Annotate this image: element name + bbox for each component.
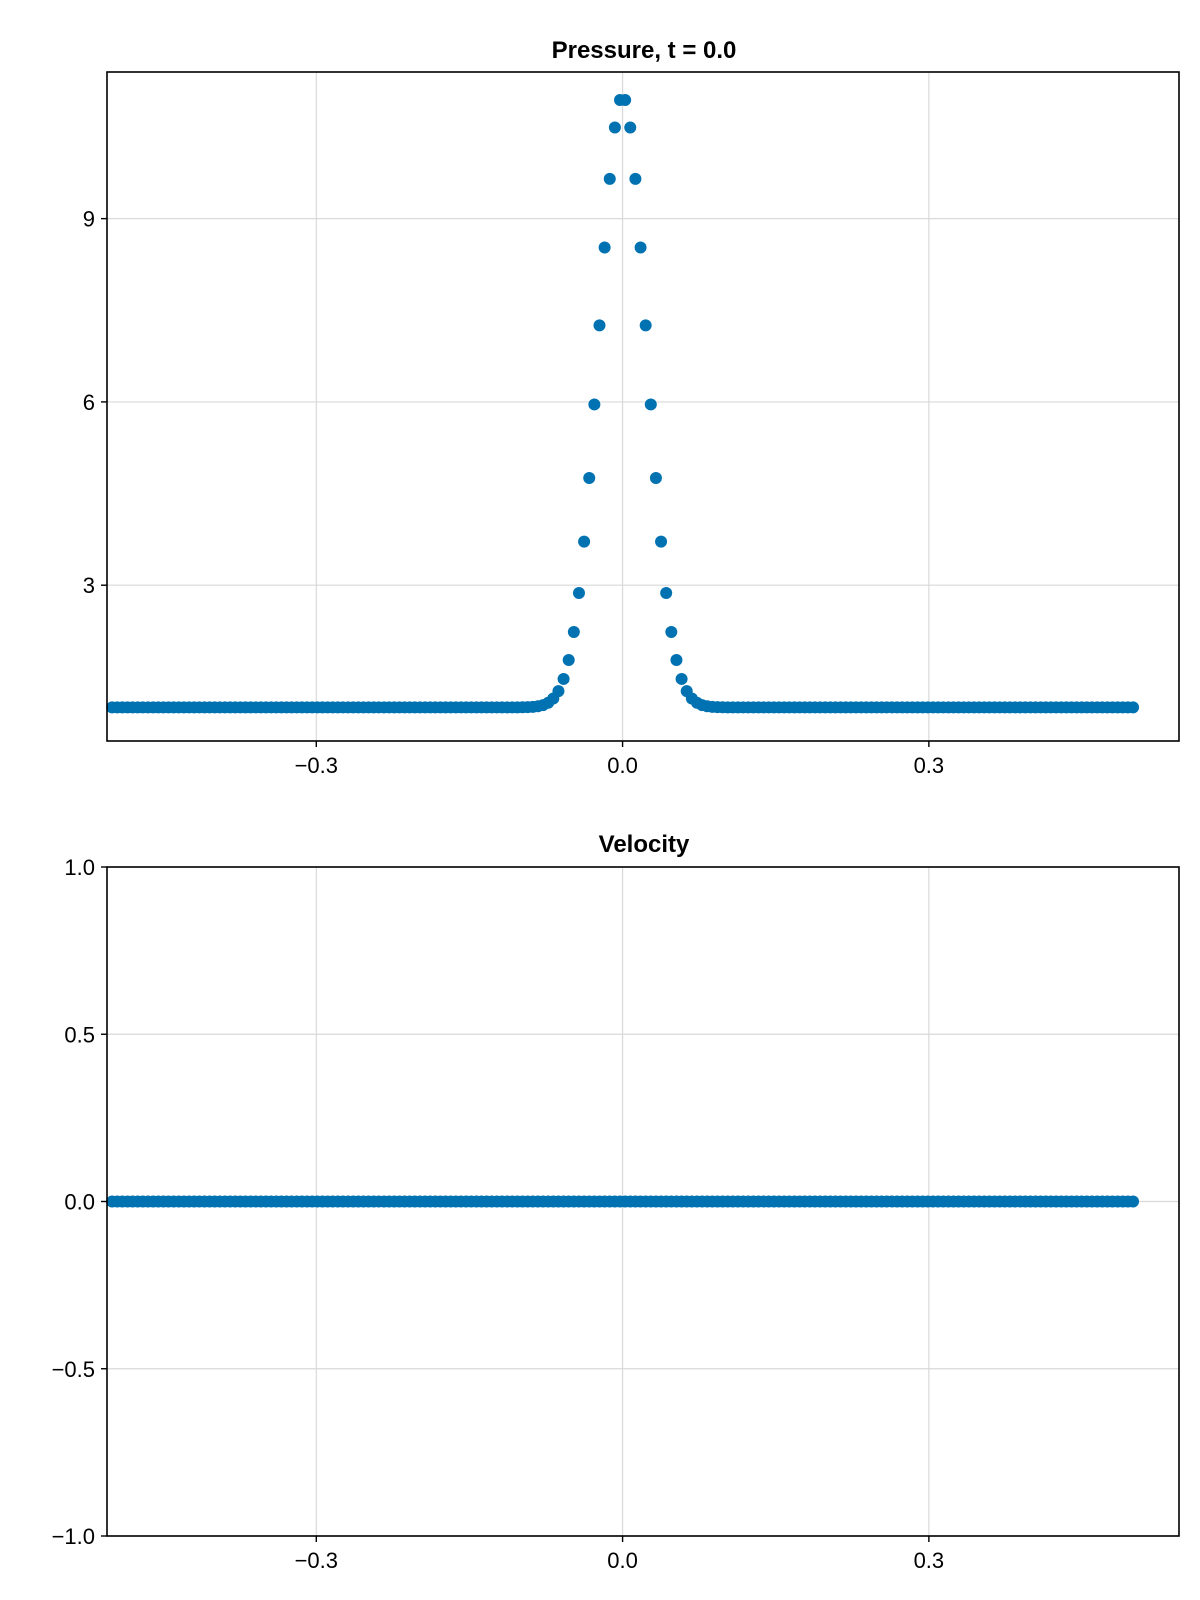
pressure-data-point	[557, 672, 570, 685]
pressure-title: Pressure, t = 0.0	[552, 37, 737, 64]
pressure-data-point	[593, 319, 606, 332]
pressure-x-tick-label: 0.0	[607, 753, 638, 778]
pressure-x-axis: −0.3 0.0 0.3	[295, 741, 945, 778]
velocity-data-point	[1127, 1195, 1140, 1208]
pressure-data-point	[567, 626, 580, 639]
pressure-data-point	[649, 472, 662, 485]
pressure-data-point	[629, 172, 642, 185]
velocity-y-tick-label: 0.5	[64, 1022, 95, 1047]
pressure-data-point	[583, 472, 596, 485]
pressure-data-point	[639, 319, 652, 332]
pressure-data-point	[598, 241, 611, 254]
velocity-points	[106, 1195, 1140, 1208]
pressure-data-point	[608, 121, 621, 134]
pressure-y-tick-label: 3	[83, 573, 95, 598]
velocity-y-tick-label: −0.5	[52, 1357, 95, 1382]
velocity-x-tick-label: −0.3	[295, 1548, 338, 1573]
pressure-data-point	[655, 535, 668, 548]
velocity-y-tick-label: 0.0	[64, 1190, 95, 1215]
pressure-data-point	[670, 654, 683, 667]
pressure-y-axis: 3 6 9	[83, 207, 107, 598]
velocity-panel: Velocity −0.3 0.0 0.3 −1.0 −0.5 0.0 0.5 1.0	[52, 831, 1180, 1573]
pressure-points	[106, 93, 1140, 714]
velocity-title: Velocity	[599, 831, 690, 858]
velocity-x-tick-label: 0.3	[914, 1548, 945, 1573]
pressure-data-point	[588, 398, 601, 411]
velocity-x-tick-label: 0.0	[607, 1548, 638, 1573]
velocity-y-tick-label: 1.0	[64, 855, 95, 880]
pressure-y-tick-label: 9	[83, 207, 95, 232]
pressure-y-tick-label: 6	[83, 390, 95, 415]
velocity-x-axis: −0.3 0.0 0.3	[295, 1536, 945, 1573]
velocity-y-axis: −1.0 −0.5 0.0 0.5 1.0	[52, 855, 107, 1549]
pressure-data-point	[665, 626, 678, 639]
pressure-data-point	[624, 121, 637, 134]
pressure-data-point	[634, 241, 647, 254]
pressure-panel: Pressure, t = 0.0 −0.3 0.0 0.3 3 6 9	[83, 37, 1180, 778]
pressure-data-point	[619, 93, 632, 106]
pressure-data-point	[552, 685, 565, 698]
pressure-x-tick-label: 0.3	[914, 753, 945, 778]
pressure-data-point	[562, 654, 575, 667]
pressure-grid	[107, 72, 1179, 741]
pressure-data-point	[675, 672, 688, 685]
velocity-y-tick-label: −1.0	[52, 1524, 95, 1549]
pressure-data-point	[644, 398, 657, 411]
pressure-x-tick-label: −0.3	[295, 753, 338, 778]
pressure-data-point	[660, 586, 673, 599]
pressure-data-point	[603, 172, 616, 185]
pressure-data-point	[1127, 701, 1140, 714]
pressure-data-point	[578, 535, 591, 548]
pressure-plot-frame	[106, 71, 1180, 742]
pressure-data-point	[572, 586, 585, 599]
